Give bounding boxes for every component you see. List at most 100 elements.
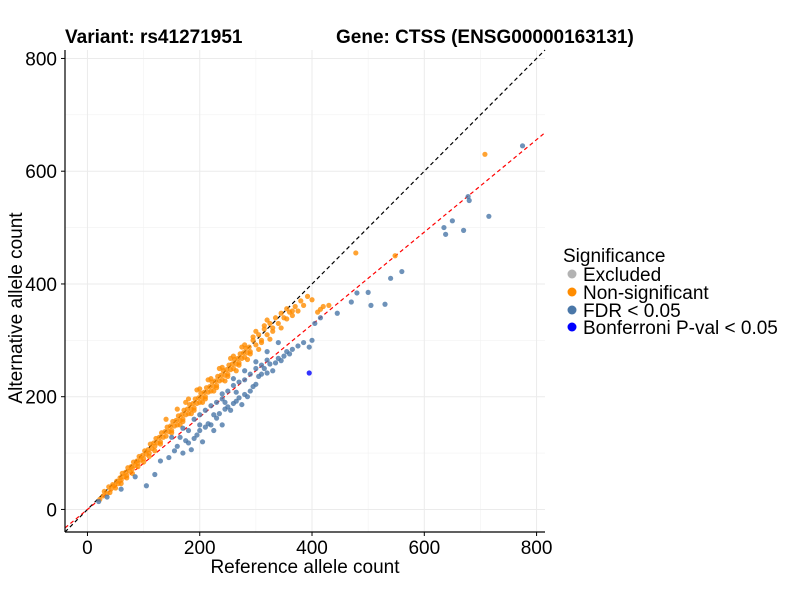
legend-dot-icon	[567, 287, 577, 297]
chart-title-variant: Variant: rs41271951	[65, 27, 243, 48]
data-point	[143, 483, 150, 489]
data-point	[334, 310, 340, 316]
data-point	[188, 447, 194, 453]
data-point	[230, 382, 237, 389]
y-tick-label: 800	[25, 49, 57, 70]
data-point	[298, 298, 304, 304]
data-point	[163, 433, 169, 439]
data-point	[179, 412, 185, 418]
legend-label: Non-significant	[583, 283, 709, 304]
data-point	[519, 143, 526, 149]
data-point	[261, 323, 267, 329]
data-point	[118, 480, 124, 487]
data-point	[278, 310, 284, 316]
data-point	[236, 362, 242, 368]
data-point	[124, 475, 130, 481]
data-point	[300, 339, 307, 346]
data-point	[174, 406, 180, 412]
data-point	[309, 297, 315, 303]
data-point	[388, 275, 394, 281]
data-point	[157, 458, 164, 464]
data-point	[235, 355, 241, 361]
data-point	[185, 440, 192, 446]
data-point	[267, 336, 273, 342]
data-point	[219, 422, 225, 428]
data-point	[205, 377, 211, 383]
data-point	[289, 346, 295, 352]
data-point	[239, 344, 245, 350]
data-point	[242, 377, 248, 383]
data-point	[197, 422, 203, 428]
data-point	[236, 379, 242, 385]
data-point	[258, 371, 265, 377]
data-point	[118, 486, 124, 492]
data-point	[242, 368, 248, 374]
data-point	[199, 439, 206, 445]
data-point	[188, 411, 194, 417]
data-point	[107, 489, 113, 496]
x-tick-label: 200	[184, 538, 216, 559]
data-point	[306, 370, 312, 376]
legend-label: Excluded	[583, 265, 661, 286]
x-axis-label: Reference allele count	[210, 557, 400, 578]
data-point	[264, 357, 270, 363]
data-point	[250, 334, 256, 340]
data-point	[264, 332, 270, 338]
data-point	[482, 151, 488, 157]
data-point	[304, 293, 311, 299]
data-point	[244, 394, 251, 400]
data-point	[317, 315, 324, 321]
data-point	[100, 493, 106, 499]
data-point	[368, 302, 374, 308]
x-tick-label: 600	[408, 538, 440, 559]
data-point	[112, 485, 119, 491]
data-point	[169, 430, 175, 436]
data-point	[292, 303, 298, 310]
legend: Significance Excluded Non-significant FD…	[563, 246, 778, 339]
data-point	[247, 371, 253, 377]
legend-dot-icon	[567, 269, 577, 279]
data-point	[208, 403, 214, 409]
data-point	[224, 367, 230, 373]
data-point	[275, 339, 281, 346]
data-point	[180, 450, 186, 456]
data-point	[253, 342, 259, 348]
data-point	[225, 388, 231, 394]
data-point	[156, 434, 162, 440]
series-bonferroni-p-val-0-05	[306, 370, 312, 376]
data-point	[246, 344, 252, 350]
data-point	[278, 358, 284, 364]
legend-entry-fdr: FDR < 0.05	[567, 301, 681, 322]
data-point	[460, 227, 467, 233]
legend-entry-excluded: Excluded	[567, 265, 661, 286]
data-point	[211, 412, 217, 418]
data-point	[152, 471, 158, 478]
y-tick-label: 0	[46, 500, 57, 521]
data-point	[140, 459, 147, 465]
data-point	[286, 351, 293, 357]
data-point	[264, 370, 270, 376]
data-point	[167, 423, 174, 429]
series-fdr-0-05	[96, 143, 526, 505]
data-point	[162, 429, 168, 435]
data-point	[281, 353, 287, 359]
data-point	[218, 372, 224, 378]
data-point	[244, 356, 251, 363]
data-point	[225, 373, 231, 380]
data-point	[270, 368, 276, 374]
legend-dot-icon	[567, 322, 577, 332]
data-point	[466, 197, 472, 204]
data-point	[201, 389, 207, 395]
data-point	[216, 365, 222, 372]
data-point	[253, 359, 259, 365]
data-point	[180, 425, 186, 431]
y-tick-label: 400	[25, 275, 57, 296]
data-point	[441, 224, 447, 231]
data-point	[169, 434, 175, 440]
data-point	[222, 378, 228, 384]
data-point	[306, 344, 312, 350]
data-point	[253, 381, 259, 387]
y-axis-label: Alternative allele count	[6, 212, 27, 404]
data-point	[443, 231, 449, 237]
data-point	[348, 299, 354, 305]
